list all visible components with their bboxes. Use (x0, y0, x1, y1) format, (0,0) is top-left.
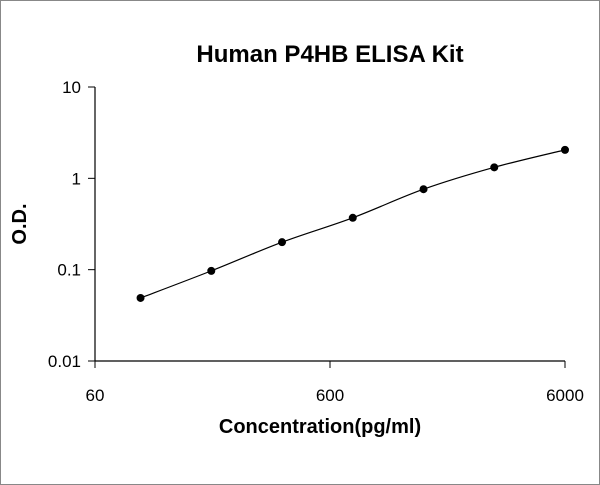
x-axis-title: Concentration(pg/ml) (219, 416, 421, 438)
data-point (136, 293, 145, 302)
data-point (207, 266, 216, 275)
chart-title: Human P4HB ELISA Kit (196, 41, 463, 68)
y-tick-label: 0.01 (48, 352, 81, 371)
y-tick-label: 1 (72, 169, 81, 188)
x-tick-label: 600 (316, 386, 344, 405)
x-tick-label: 6000 (546, 386, 584, 405)
data-point (419, 185, 428, 194)
y-axis-title: O.D. (9, 203, 31, 244)
data-point (348, 213, 357, 222)
y-tick-label: 0.1 (57, 261, 81, 280)
data-point (278, 238, 287, 247)
data-point (490, 163, 499, 172)
y-tick-label: 10 (62, 78, 81, 97)
data-point (561, 145, 569, 154)
x-tick-label: 60 (86, 386, 105, 405)
